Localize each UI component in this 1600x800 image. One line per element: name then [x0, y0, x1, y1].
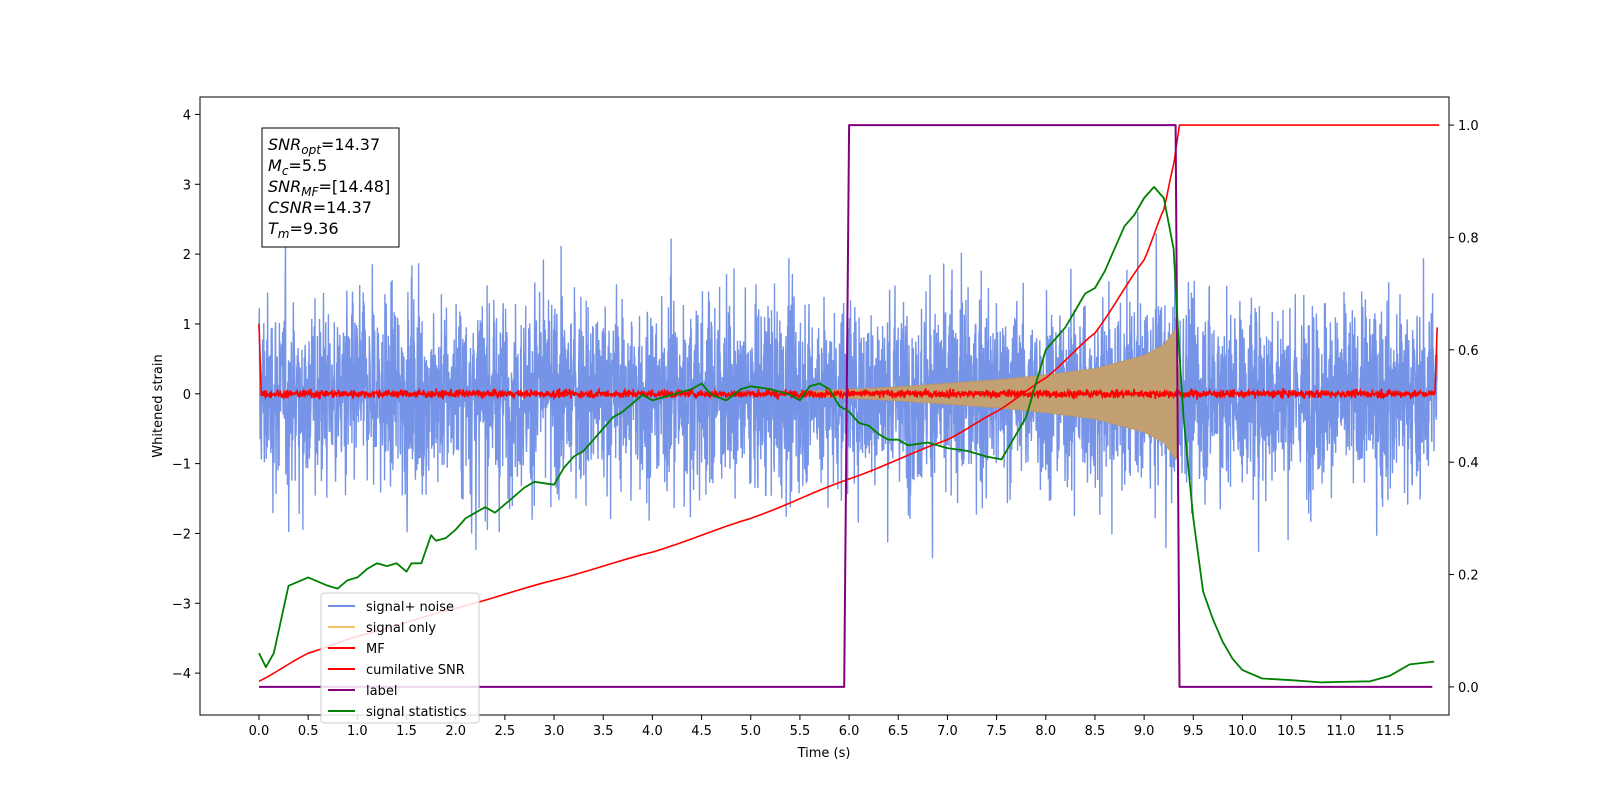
x-tick-label: 10.5 [1277, 724, 1306, 739]
x-tick-label: 11.5 [1376, 724, 1405, 739]
x-tick-label: 4.5 [691, 724, 712, 739]
info-line-value: =[14.48] [319, 177, 391, 196]
legend-label: signal statistics [366, 705, 467, 720]
axes-frame [199, 96, 1450, 716]
x-tick-label: 5.5 [790, 724, 811, 739]
legend-item: signal+ noise [328, 600, 454, 615]
x-tick-label: 10.0 [1228, 724, 1257, 739]
x-tick-label: 1.5 [396, 724, 417, 739]
y-left-tick-label: −2 [172, 527, 191, 542]
x-tick-label: 2.0 [445, 724, 466, 739]
info-line: SNRMF=[14.48] [268, 177, 390, 199]
x-tick-label: 6.0 [839, 724, 860, 739]
info-line-subscript: opt [301, 143, 322, 157]
legend: signal+ noise signal only MF cumilative SNR… [320, 592, 480, 724]
legend-item: cumilative SNR [328, 663, 465, 678]
legend-label: signal+ noise [366, 600, 454, 615]
info-line-value: =14.37 [313, 198, 372, 217]
y-right-tick-label: 0.2 [1458, 569, 1479, 584]
legend-label: MF [366, 642, 385, 657]
x-tick-label: 0.0 [249, 724, 270, 739]
x-tick-label: 4.0 [642, 724, 663, 739]
x-tick-label: 7.0 [937, 724, 958, 739]
info-line-value: =9.36 [289, 219, 338, 238]
y-left-tick-label: 0 [183, 388, 191, 403]
info-line: Tm=9.36 [268, 219, 339, 241]
y-right-tick-label: 0.4 [1458, 456, 1479, 471]
y-left-tick-label: 2 [183, 248, 191, 263]
y-left-tick-label: −4 [172, 667, 191, 682]
x-tick-label: 11.0 [1326, 724, 1355, 739]
y-right-tick-label: 0.6 [1458, 344, 1479, 359]
y-right-tick-label: 0.0 [1458, 681, 1479, 696]
legend-item: MF [328, 642, 385, 657]
x-axis-label: Time (s) [797, 746, 851, 761]
info-box-frame [261, 127, 400, 248]
x-tick-label: 0.5 [298, 724, 319, 739]
y-axis-left-ticks: 4 3 2 1 0 −1 −2 −3 −4 [172, 108, 200, 682]
info-line-value: =5.5 [288, 156, 327, 175]
info-line-subscript: m [278, 227, 290, 241]
info-line: SNRopt=14.37 [268, 135, 380, 157]
x-tick-label: 2.5 [495, 724, 516, 739]
series-mf [258, 323, 1438, 401]
info-line-symbol: M [268, 156, 282, 175]
x-tick-label: 9.0 [1134, 724, 1155, 739]
y-left-tick-label: 3 [183, 178, 191, 193]
y-left-tick-label: 4 [183, 108, 191, 123]
legend-label: signal only [366, 621, 436, 636]
legend-label: cumilative SNR [366, 663, 465, 678]
x-tick-label: 3.0 [544, 724, 565, 739]
x-tick-label: 3.5 [593, 724, 614, 739]
x-tick-label: 7.5 [986, 724, 1007, 739]
x-tick-label: 1.0 [347, 724, 368, 739]
x-tick-label: 9.5 [1183, 724, 1204, 739]
legend-item: signal statistics [328, 705, 467, 720]
y-right-tick-label: 0.8 [1458, 231, 1479, 246]
info-box: SNRopt=14.37Mc=5.5SNRMF=[14.48]CSNR=14.3… [261, 127, 400, 248]
info-line-symbol: SNR [268, 177, 301, 196]
y-right-tick-label: 1.0 [1458, 119, 1479, 134]
info-line-value: =14.37 [321, 135, 380, 154]
legend-label: label [366, 684, 397, 699]
x-tick-label: 6.5 [888, 724, 909, 739]
legend-item: label [328, 684, 397, 699]
legend-item: signal only [328, 621, 436, 636]
info-line-symbol: CSNR [268, 198, 313, 217]
info-line: CSNR=14.37 [268, 198, 372, 217]
info-line: Mc=5.5 [268, 156, 327, 178]
x-tick-label: 8.0 [1035, 724, 1056, 739]
info-line-subscript: c [282, 164, 289, 178]
x-axis-ticks: 0.0 0.5 1.0 1.5 2.0 2.5 3.0 3.5 4.0 4.5 5.0 5.5 6.0 6… [249, 715, 1405, 739]
y-left-tick-label: −3 [172, 597, 191, 612]
y-axis-right-ticks: 1.0 0.8 0.6 0.4 0.2 0.0 [1449, 119, 1479, 696]
series-signal-statistics [258, 186, 1435, 684]
info-line-symbol: T [268, 219, 279, 238]
legend-frame [320, 592, 480, 724]
series-label [259, 124, 1433, 688]
y-axis-label: Whitened strain [151, 354, 166, 457]
y-left-tick-label: −1 [172, 458, 191, 473]
info-line-subscript: MF [301, 185, 319, 199]
x-tick-label: 5.0 [740, 724, 761, 739]
x-tick-label: 8.5 [1085, 724, 1106, 739]
info-line-symbol: SNR [268, 135, 301, 154]
y-left-tick-label: 1 [183, 318, 191, 333]
